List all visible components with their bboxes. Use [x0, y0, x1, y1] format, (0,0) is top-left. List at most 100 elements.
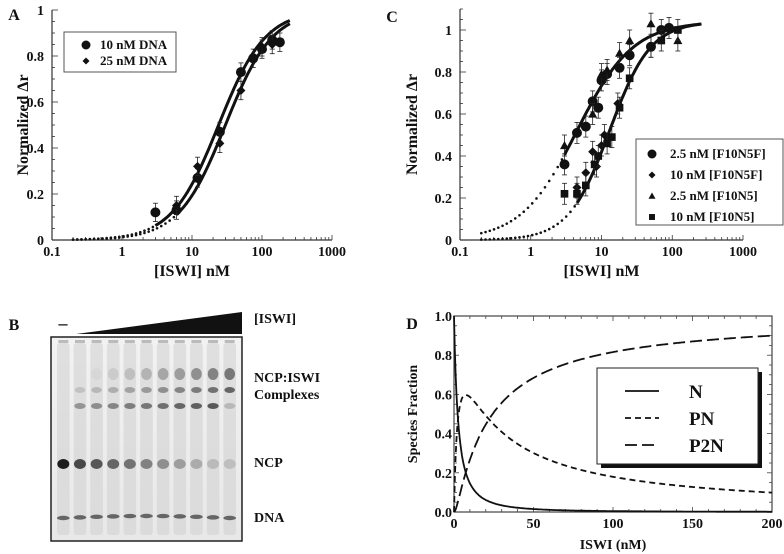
- panel-c-data-point: [646, 42, 656, 52]
- gel-band-complex-2: [224, 387, 236, 393]
- panel-c-data-point: [602, 65, 612, 74]
- panel-a-data-point: [150, 207, 161, 218]
- gel-band-ncp: [223, 459, 236, 469]
- gel-band-complex-2: [174, 387, 186, 393]
- panel-c-fit-dot: [556, 165, 560, 169]
- panel-c-fit-dot: [513, 217, 517, 220]
- panel-d-curve-p2n: [453, 334, 773, 513]
- panel-d-y-label: Species Fraction: [406, 365, 421, 464]
- panel-d-legend-label-n: N: [689, 382, 703, 403]
- panel-c-data-point: [646, 19, 656, 28]
- panel-a-y-tick-label: 0.2: [27, 188, 45, 203]
- panel-a-fit-curve-1: [175, 22, 291, 216]
- gel-band-ncp: [190, 459, 203, 469]
- gel-band-complex-2: [207, 387, 219, 393]
- panel-c-legend-box: [635, 138, 784, 226]
- panel-c-data-point: [625, 74, 634, 83]
- panel-c-x-tick-label: 1000: [729, 245, 757, 260]
- panel-c-fit-dot: [543, 229, 547, 233]
- gel-band-complex-3: [157, 368, 169, 380]
- panel-c-fit-dot: [496, 237, 500, 241]
- panel-d-y-tick-label: 0.2: [435, 467, 453, 482]
- panel-a-x-tick-label: 1: [119, 245, 126, 260]
- panel-d-y-tick-label: 0.4: [435, 428, 453, 443]
- panel-c-data-point: [588, 109, 598, 118]
- panel-a-y-tick-label: 0: [37, 234, 44, 249]
- panel-a-fit-dot: [159, 224, 163, 228]
- gel-band-complex-3: [191, 368, 202, 380]
- panel-c-x-tick-label: 10: [595, 245, 609, 260]
- panel-c-fit-dot: [505, 222, 509, 225]
- panel-a-fit-dot: [143, 231, 146, 235]
- panel-c-data-point: [657, 36, 666, 45]
- panel-c-data-point: [615, 48, 625, 57]
- panel-c-fit-dot: [518, 236, 521, 239]
- panel-c-fit-dot: [501, 224, 504, 228]
- gel-band-complex-2: [157, 387, 169, 393]
- panel-c-fit-dot: [522, 235, 526, 239]
- gel-band-ncp: [173, 459, 186, 469]
- gel-band-complex-1: [74, 403, 86, 409]
- gel-iswi-label: [ISWI]: [254, 312, 297, 327]
- gel-band-dna: [173, 514, 187, 519]
- gel-band-complex-1: [140, 403, 153, 409]
- panel-a-data-point: [193, 161, 203, 171]
- panel-d-y-tick-label: 1.0: [435, 310, 453, 325]
- panel-a-legend-marker: [81, 40, 91, 50]
- panel-c-fit-dot: [479, 231, 483, 235]
- panel-c-fit-dot: [560, 219, 564, 222]
- panel-c-fit-dot: [492, 228, 496, 231]
- panel-a-legend-marker: [82, 57, 90, 65]
- panel-c-legend-marker: [648, 192, 656, 199]
- panel-c-data-point: [593, 102, 604, 113]
- panel-c-legend-label: 2.5 nM [F10N5F]: [670, 146, 766, 161]
- panel-a-fit-dot: [138, 232, 142, 236]
- gel-band-complex-1: [157, 403, 169, 409]
- gel-well: [124, 340, 135, 343]
- gel-band-complex-2: [107, 387, 119, 393]
- gel-band-ncp: [90, 459, 103, 469]
- panel-c-data-point: [674, 26, 682, 34]
- panel-letter-c: C: [386, 9, 398, 26]
- panel-a-x-tick-label: 0.1: [43, 245, 61, 260]
- panel-a-fit-dot: [109, 236, 113, 240]
- panel-d-x-tick-label: 0: [451, 517, 458, 532]
- panel-c-data-point: [590, 160, 599, 169]
- panel-c-x-tick-label: 0.1: [451, 245, 469, 260]
- gel-lane: [56, 343, 70, 535]
- panel-c-data-point: [573, 189, 581, 198]
- panel-c-fit-dot: [513, 236, 517, 240]
- gel-well: [108, 340, 119, 343]
- gel-band-complex-1: [90, 403, 103, 409]
- panel-d-legend-box: [596, 367, 759, 465]
- panel-c-fit-dot: [552, 172, 555, 176]
- gel-band-dna: [156, 513, 170, 519]
- gel-band-ncp: [107, 459, 120, 469]
- panel-a-y-tick-label: 0.4: [27, 142, 45, 157]
- panel-c-data-point: [581, 181, 590, 190]
- panel-a-data-point: [274, 37, 285, 48]
- panel-c-y-tick-label: 0.4: [435, 150, 453, 165]
- panel-c-fit-dot: [535, 197, 538, 200]
- gel-band-ncp: [207, 459, 220, 469]
- panel-a-fit-dot: [138, 230, 142, 234]
- gel-band-ncp: [140, 459, 153, 469]
- gel-band-dna: [73, 515, 87, 520]
- gel-band-complex-2: [74, 387, 86, 393]
- panel-c-fit-dot: [518, 213, 521, 217]
- gel-band-ncp: [73, 459, 86, 469]
- panel-a-x-tick-label: 10: [185, 245, 199, 260]
- panel-c-fit-dot: [543, 185, 547, 189]
- gel-band-complex-1: [124, 403, 136, 409]
- panel-a-fit-dot: [96, 237, 100, 241]
- gel-well: [224, 340, 235, 343]
- panel-d-curve-pn: [453, 393, 772, 513]
- panel-c-legend-marker: [649, 214, 655, 220]
- panel-c-fit-dot: [496, 226, 500, 229]
- panel-a-fit-dot: [168, 219, 171, 222]
- panel-d-legend-label-p2n: P2N: [689, 436, 724, 457]
- panel-a-fit-dot: [71, 238, 75, 241]
- panel-c-x-tick-label: 1: [527, 245, 534, 260]
- panel-a-fit-dot: [105, 237, 108, 240]
- panel-letter-b: B: [9, 317, 20, 334]
